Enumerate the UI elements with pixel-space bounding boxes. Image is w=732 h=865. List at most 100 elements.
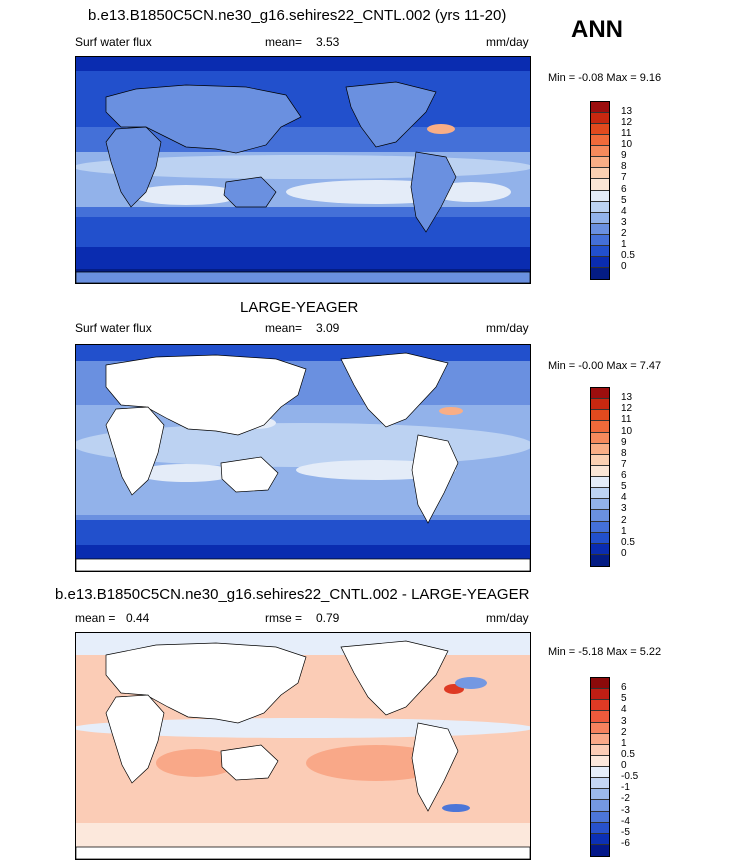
colorbar-swatch xyxy=(591,421,609,433)
continents xyxy=(76,81,530,283)
panel-middle-max-label: Max = xyxy=(606,360,637,372)
south-indian-positive xyxy=(156,749,236,777)
colorbar-swatch xyxy=(591,212,609,224)
panel-middle-mean-label: mean= xyxy=(265,321,303,335)
colorbar-swatch xyxy=(591,124,609,136)
colorbar-tick-label: 3 xyxy=(621,715,627,727)
panel-bottom-max-label: Max = xyxy=(606,646,637,658)
panel-top-map-svg xyxy=(76,57,530,283)
colorbar-swatch xyxy=(591,190,609,202)
colorbar-swatch xyxy=(591,833,609,845)
colorbar-swatch xyxy=(591,245,609,257)
gulfstream-high xyxy=(439,407,463,415)
antarctica-shape xyxy=(76,271,530,283)
colorbar-swatch xyxy=(591,399,609,411)
colorbar-swatch xyxy=(591,499,609,511)
north-america-shape xyxy=(340,352,449,428)
colorbar-swatch xyxy=(591,388,609,400)
colorbar-tick-label: 2 xyxy=(621,514,627,526)
panel-bottom-colorbar xyxy=(590,677,610,857)
colorbar-swatch xyxy=(591,201,609,213)
colorbar-swatch xyxy=(591,844,609,856)
colorbar-swatch xyxy=(591,454,609,466)
colorbar-swatch xyxy=(591,465,609,477)
colorbar-swatch xyxy=(591,689,609,701)
eurasia-shape xyxy=(105,642,307,724)
south-atlantic-negative xyxy=(442,804,470,812)
antarctica-shape xyxy=(76,558,530,571)
colorbar-swatch xyxy=(591,223,609,235)
eurasia-shape xyxy=(105,354,307,436)
colorbar-tick-label: 2 xyxy=(621,726,627,738)
colorbar-swatch xyxy=(591,532,609,544)
colorbar-tick-label: -6 xyxy=(621,837,630,849)
panel-bottom-max-value: 5.22 xyxy=(639,646,662,658)
colorbar-swatch xyxy=(591,543,609,555)
colorbar-tick-label: 4 xyxy=(621,492,627,504)
panel-bottom-rmse-label: rmse = xyxy=(265,611,303,625)
colorbar-swatch xyxy=(591,102,609,114)
panel-bottom-rmse-value: 0.79 xyxy=(316,611,340,625)
panel-top-min-label: Min = xyxy=(548,72,576,84)
colorbar-swatch xyxy=(591,711,609,723)
colorbar-tick-label: -5 xyxy=(621,826,630,838)
colorbar-tick-label: 6 xyxy=(621,183,627,195)
panel-top-minmax: Min = -0.08 Max = 9.16 xyxy=(548,72,661,84)
colorbar-tick-label: -4 xyxy=(621,815,630,827)
south-indian-dry xyxy=(131,185,241,205)
panel-bottom-map xyxy=(75,632,531,860)
colorbar-tick-label: 1 xyxy=(621,737,627,749)
colorbar-tick-label: -1 xyxy=(621,782,630,794)
colorbar-tick-label: 11 xyxy=(621,128,632,140)
colorbar-swatch xyxy=(591,789,609,801)
panel-middle-map-svg xyxy=(76,345,530,571)
colorbar-swatch xyxy=(591,510,609,522)
colorbar-tick-label: 7 xyxy=(621,172,627,184)
colorbar-tick-label: 5 xyxy=(621,481,627,493)
colorbar-tick-label: 4 xyxy=(621,205,627,217)
colorbar-tick-label: 0.5 xyxy=(621,748,635,760)
colorbar-swatch xyxy=(591,234,609,246)
south-america-shape xyxy=(410,151,457,233)
colorbar-swatch xyxy=(591,113,609,125)
colorbar-swatch xyxy=(591,811,609,823)
panel-top-title: b.e13.B1850C5CN.ne30_g16.sehires22_CNTL.… xyxy=(88,7,507,24)
colorbar-tick-label: 9 xyxy=(621,150,627,162)
colorbar-tick-label: 8 xyxy=(621,161,627,173)
colorbar-swatch xyxy=(591,488,609,500)
colorbar-swatch xyxy=(591,744,609,756)
colorbar-swatch xyxy=(591,822,609,834)
colorbar-tick-label: 4 xyxy=(621,704,627,716)
south-america-shape xyxy=(411,434,459,524)
panel-top-mean-label: mean= xyxy=(265,35,303,49)
panel-bottom-min-label: Min = xyxy=(548,646,576,658)
panel-middle-title: LARGE-YEAGER xyxy=(240,299,359,316)
colorbar-tick-label: 5 xyxy=(621,194,627,206)
panel-bottom-minmax: Min = -5.18 Max = 5.22 xyxy=(548,646,661,658)
south-america-shape xyxy=(411,722,459,812)
colorbar-tick-label: 12 xyxy=(621,403,633,415)
colorbar-swatch xyxy=(591,157,609,169)
colorbar-tick-label: 8 xyxy=(621,447,627,459)
colorbar-tick-label: 9 xyxy=(621,436,627,448)
south-indian-dry xyxy=(136,464,236,482)
continents-masked xyxy=(76,352,530,571)
colorbar-swatch xyxy=(591,477,609,489)
colorbar-tick-label: 0 xyxy=(621,547,627,559)
colorbar-tick-label: 6 xyxy=(621,682,627,694)
panel-bottom-map-svg xyxy=(76,633,530,859)
colorbar-tick-label: 1 xyxy=(621,525,627,537)
panel-top-min-value: -0.08 xyxy=(578,72,604,84)
colorbar-tick-label: 0 xyxy=(621,760,627,771)
panel-middle-mean-value: 3.09 xyxy=(316,321,340,335)
south-pacific-positive xyxy=(306,745,446,781)
panel-top-max-label: Max = xyxy=(606,72,637,84)
colorbar-swatch xyxy=(591,733,609,745)
panel-top-colorbar xyxy=(590,101,610,280)
colorbar-swatch xyxy=(591,179,609,191)
panel-bottom-mean-value: 0.44 xyxy=(126,611,150,625)
colorbar-tick-label: 10 xyxy=(621,139,633,151)
panel-middle-minmax: Min = -0.00 Max = 7.47 xyxy=(548,360,661,372)
colorbar-swatch xyxy=(591,410,609,422)
colorbar-tick-label: 3 xyxy=(621,216,627,228)
